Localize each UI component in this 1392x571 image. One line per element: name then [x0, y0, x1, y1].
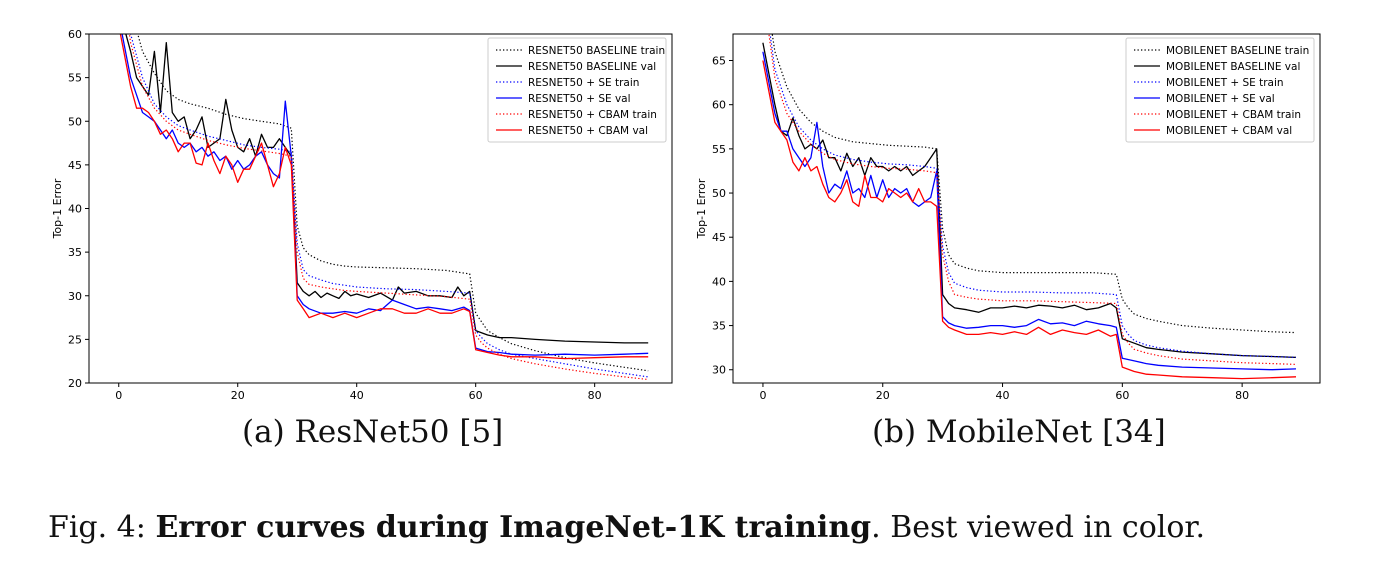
legend-label: RESNET50 + CBAM train: [528, 109, 657, 121]
legend-label: RESNET50 BASELINE train: [528, 45, 665, 57]
y-tick-label: 55: [712, 143, 726, 156]
figure-caption-rest: . Best viewed in color.: [871, 510, 1206, 545]
series-line-4: [128, 34, 649, 381]
x-tick-label: 80: [588, 389, 602, 402]
y-tick-label: 55: [68, 72, 82, 85]
legend-label: MOBILENET BASELINE val: [1166, 61, 1300, 73]
series-group: [119, 34, 649, 381]
legend-label: MOBILENET + CBAM val: [1166, 125, 1292, 137]
y-tick-label: 35: [712, 320, 726, 333]
x-tick-label: 40: [996, 389, 1010, 402]
series-line-3: [762, 51, 1297, 371]
chart-resnet50: 0 20 40 60 80 20 25 30 35 40 45 50 55 60 Top-1 Error RE…: [51, 28, 673, 402]
x-tick-label: 80: [1235, 389, 1249, 402]
y-tick-label: 45: [712, 231, 726, 244]
y-tick-label: 35: [68, 246, 82, 259]
legend-label: MOBILENET BASELINE train: [1166, 45, 1309, 57]
series-line-1: [762, 42, 1297, 359]
y-tick-label: 65: [712, 55, 726, 68]
y-tick-label: 25: [68, 333, 82, 346]
series-line-2: [129, 34, 649, 378]
y-tick-label: 40: [68, 203, 82, 216]
plot-frame: [732, 33, 1321, 384]
y-tick-label: 30: [68, 290, 82, 303]
series-line-5: [119, 34, 649, 360]
x-tick-label: 60: [469, 389, 483, 402]
legend-label: MOBILENET + SE val: [1166, 93, 1275, 105]
legend-label: MOBILENET + CBAM train: [1166, 109, 1301, 121]
legend-label: RESNET50 BASELINE val: [528, 61, 656, 73]
y-tick-label: 20: [68, 377, 82, 390]
x-tick-label: 40: [350, 389, 364, 402]
legend: RESNET50 BASELINE train RESNET50 BASELINE…: [487, 37, 667, 143]
legend: MOBILENET BASELINE train MOBILENET BASELI…: [1125, 37, 1315, 143]
chart-mobilenet: 0 20 40 60 80 30 35 40 45 50 55 60 65 Top-1 Error MOBI…: [695, 33, 1321, 402]
series-line-5: [762, 60, 1297, 380]
figure-caption-prefix: Fig. 4:: [48, 510, 146, 545]
legend-box: [487, 37, 667, 143]
y-axis-label: Top-1 Error: [51, 178, 64, 239]
y-tick-label: 40: [712, 275, 726, 288]
x-tick-label: 0: [115, 389, 122, 402]
y-tick-label: 50: [68, 115, 82, 128]
legend-label: RESNET50 + SE val: [528, 93, 631, 105]
series-line-3: [121, 34, 649, 356]
legend-label: RESNET50 + SE train: [528, 77, 639, 89]
x-tick-label: 60: [1115, 389, 1129, 402]
series-line-0: [771, 34, 1297, 334]
x-tick-label: 20: [231, 389, 245, 402]
y-tick-label: 45: [68, 159, 82, 172]
y-tick-label: 60: [68, 28, 82, 41]
legend-box: [1125, 37, 1315, 143]
series-group: [762, 34, 1297, 380]
subcaption-mobilenet: (b) MobileNet [34]: [872, 414, 1166, 450]
series-line-0: [137, 34, 649, 372]
y-tick-label: 30: [712, 364, 726, 377]
figure-caption: Fig. 4: Error curves during ImageNet-1K …: [48, 510, 1205, 545]
x-tick-label: 20: [876, 389, 890, 402]
x-tick-label: 0: [759, 389, 766, 402]
subcaption-resnet50: (a) ResNet50 [5]: [242, 414, 504, 450]
series-line-1: [125, 34, 649, 344]
legend-label: RESNET50 + CBAM val: [528, 125, 648, 137]
y-tick-label: 50: [712, 187, 726, 200]
y-axis-label: Top-1 Error: [695, 178, 708, 239]
figure-caption-bold: Error curves during ImageNet-1K training: [155, 510, 872, 545]
y-tick-label: 60: [712, 99, 726, 112]
legend-label: MOBILENET + SE train: [1166, 77, 1284, 89]
